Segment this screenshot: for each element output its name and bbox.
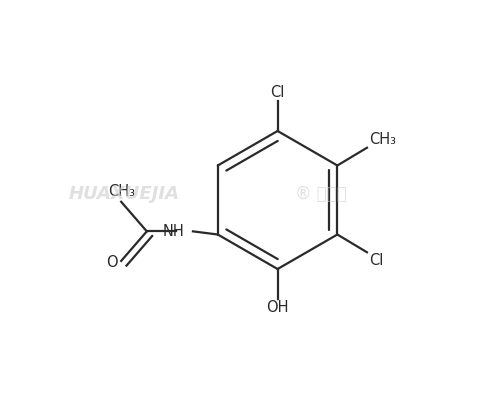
Text: NH: NH	[163, 224, 185, 239]
Text: O: O	[106, 255, 118, 270]
Text: HUAXUEJIA: HUAXUEJIA	[68, 185, 180, 203]
Text: OH: OH	[266, 300, 289, 315]
Text: CH₃: CH₃	[108, 184, 135, 200]
Text: Cl: Cl	[270, 85, 285, 100]
Text: CH₃: CH₃	[369, 132, 396, 146]
Text: Cl: Cl	[369, 254, 383, 268]
Text: ® 化学加: ® 化学加	[295, 185, 347, 203]
